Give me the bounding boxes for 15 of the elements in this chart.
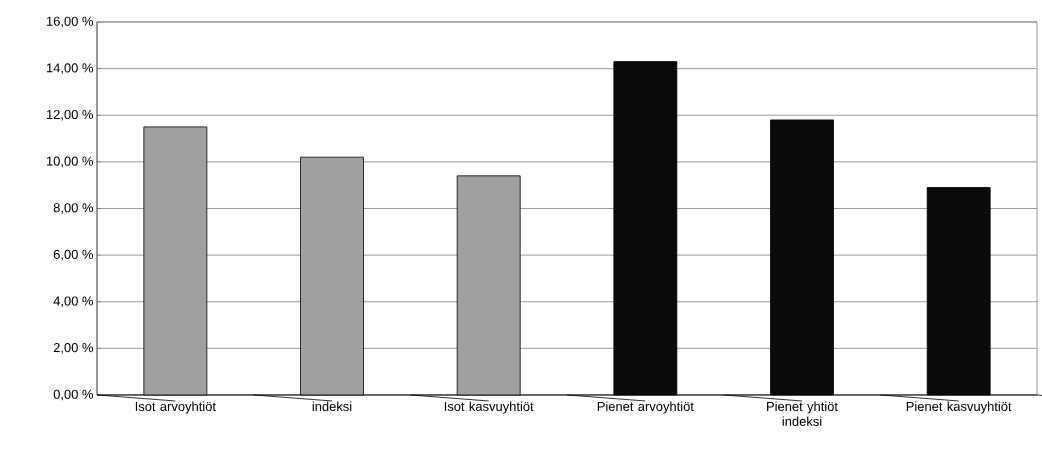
y-tick-label: 14,00 % — [46, 63, 94, 74]
y-tick-label: 6,00 % — [53, 249, 94, 261]
y-tick-label: 2,00 % — [53, 343, 94, 354]
x-tick-label: indeksi — [312, 401, 352, 412]
y-tick-label: 4,00 % — [53, 296, 94, 308]
x-tick-label: Pienet kasvuyhtiöt — [906, 401, 1012, 414]
y-tick-label: 8,00 % — [53, 203, 94, 214]
x-tick-label: Isot kasvuyhtiöt — [444, 401, 534, 414]
y-tick-label: 16,00 % — [46, 16, 94, 28]
y-tick-label: 10,00 % — [46, 156, 94, 168]
x-tick-label: Pienet arvoyhtiöt — [597, 401, 694, 414]
x-tick-label: Pienet yhtiöt indeksi — [767, 401, 838, 426]
x-tick-label: Isot arvoyhtiöt — [135, 401, 216, 414]
y-tick-label: 0,00 % — [53, 389, 94, 401]
y-tick-label: 12,00 % — [46, 109, 94, 121]
